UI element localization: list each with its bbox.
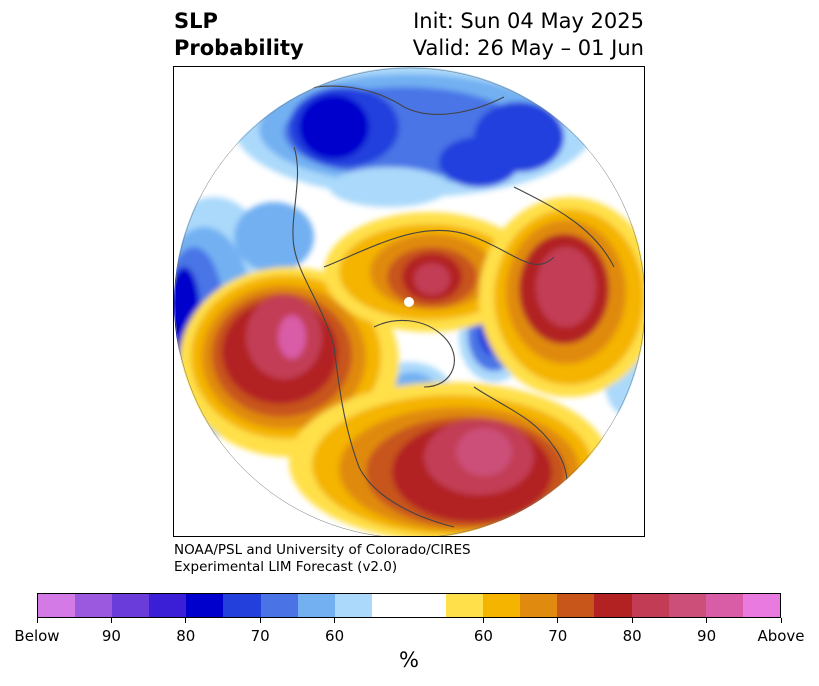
- colorbar-tick: [780, 618, 782, 623]
- colorbar-segment: [223, 594, 261, 617]
- title-right: Init: Sun 04 May 2025 Valid: 26 May – 01…: [413, 8, 644, 62]
- colorbar-tick: [706, 618, 708, 623]
- colorbar-segment: [594, 594, 632, 617]
- map-disk-outline: [174, 67, 644, 536]
- colorbar-tick: [482, 618, 484, 623]
- colorbar-tick: [631, 618, 633, 623]
- colorbar-segment: [668, 594, 706, 617]
- credit-line-1: NOAA/PSL and University of Colorado/CIRE…: [174, 542, 471, 558]
- colorbar-tick-label: Above: [757, 627, 805, 645]
- colorbar-segment: [260, 594, 298, 617]
- colorbar-tick-label: 70: [250, 627, 270, 645]
- colorbar-segment: [371, 594, 447, 617]
- above-normal-europe: [479, 197, 644, 397]
- above-normal-north-america: [289, 382, 609, 536]
- colorbar-segment: [297, 594, 335, 617]
- colorbar-tick: [259, 618, 261, 623]
- colorbar-segment: [557, 594, 595, 617]
- colorbar-tick-label: 90: [101, 627, 121, 645]
- colorbar-tick-label: 60: [325, 627, 345, 645]
- credit: NOAA/PSL and University of Colorado/CIRE…: [174, 542, 471, 576]
- credit-line-2: Experimental LIM Forecast (v2.0): [174, 559, 398, 575]
- colorbar-segment: [483, 594, 521, 617]
- colorbar-unit: %: [399, 648, 419, 672]
- north-pole-marker: [404, 297, 414, 307]
- colorbar-tick: [36, 618, 38, 623]
- colorbar-segment: [149, 594, 187, 617]
- colorbar: [37, 593, 781, 618]
- colorbar-segment: [75, 594, 113, 617]
- valid-range: Valid: 26 May – 01 Jun: [412, 36, 644, 60]
- map-panel: [173, 66, 645, 537]
- colorbar-segment: [112, 594, 150, 617]
- colorbar-segment: [186, 594, 224, 617]
- colorbar-tick: [334, 618, 336, 623]
- colorbar-tick: [110, 618, 112, 623]
- colorbar-tick-label: 90: [697, 627, 717, 645]
- colorbar-tick-label: Below: [14, 627, 60, 645]
- colorbar-tick: [557, 618, 559, 623]
- colorbar-segment: [446, 594, 484, 617]
- colorbar-segment: [520, 594, 558, 617]
- colorbar-segment: [38, 594, 76, 617]
- colorbar-tick: [185, 618, 187, 623]
- colorbar-segment: [334, 594, 372, 617]
- title-probability: Probability: [174, 36, 304, 60]
- colorbar-segment: [631, 594, 669, 617]
- title-left: SLP Probability: [174, 8, 304, 62]
- colorbar-segment: [705, 594, 743, 617]
- colorbar-tick-label: 60: [473, 627, 493, 645]
- polar-map: [174, 67, 644, 536]
- colorbar-segment: [742, 594, 780, 617]
- colorbar-tick-label: 80: [622, 627, 642, 645]
- below-normal-north: [234, 67, 594, 207]
- init-date: Init: Sun 04 May 2025: [413, 9, 644, 33]
- title-variable: SLP: [174, 9, 218, 33]
- colorbar-tick-label: 70: [548, 627, 568, 645]
- colorbar-tick-label: 80: [176, 627, 196, 645]
